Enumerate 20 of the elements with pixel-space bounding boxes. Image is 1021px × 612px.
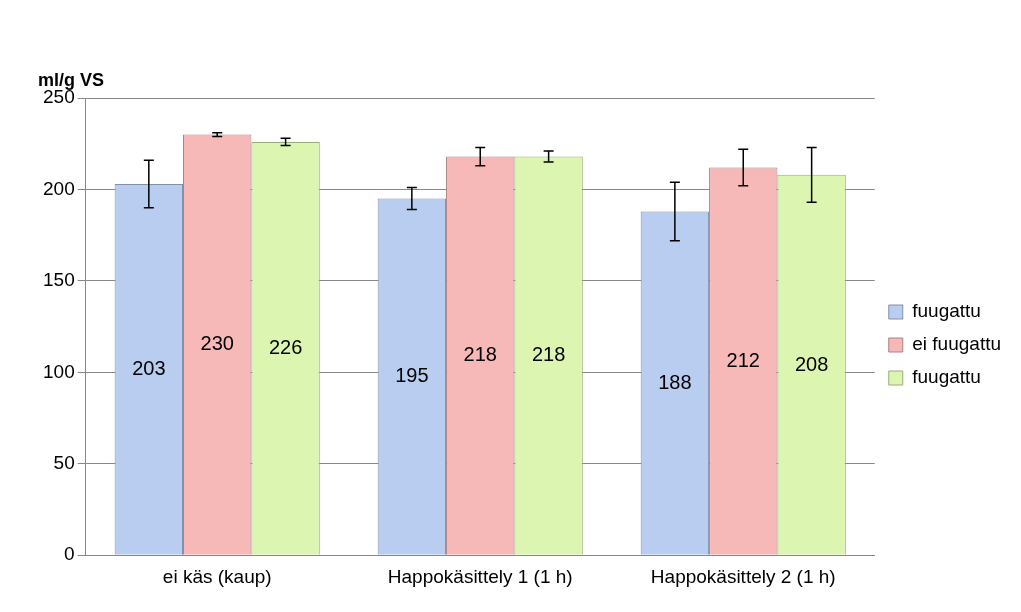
- data-label: 188: [658, 370, 692, 393]
- legend-label: ei fuugattu: [912, 333, 1002, 355]
- data-label: 208: [794, 352, 829, 375]
- y-tick-label: 150: [43, 269, 75, 291]
- data-label: 218: [531, 343, 566, 366]
- x-tick-label: Happokäsittely 2 (1 h): [650, 565, 836, 587]
- x-tick-label: ei käs (kaup): [162, 565, 272, 587]
- legend-label: fuugattu: [912, 366, 981, 388]
- data-label: 195: [395, 364, 429, 387]
- data-label: 230: [200, 332, 234, 355]
- y-tick-label: 100: [43, 360, 75, 382]
- y-tick-label: 200: [43, 177, 75, 199]
- data-label: 212: [726, 348, 760, 371]
- data-label: 218: [463, 343, 497, 366]
- data-label: 226: [268, 336, 303, 359]
- x-tick-label: Happokäsittely 1 (1 h): [387, 565, 573, 587]
- y-tick-label: 0: [64, 543, 75, 565]
- legend-label: fuugattu: [912, 300, 981, 322]
- y-tick-label: 50: [53, 451, 75, 473]
- data-label: 203: [132, 357, 166, 380]
